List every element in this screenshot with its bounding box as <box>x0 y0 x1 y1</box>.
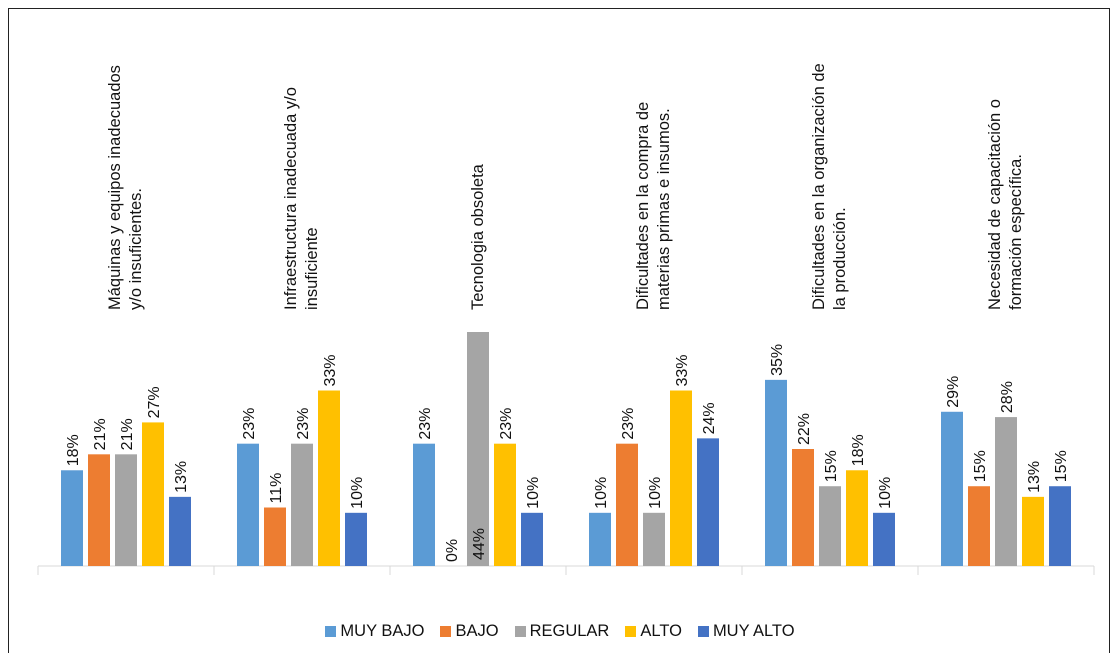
value-label: 18% <box>850 434 867 466</box>
category-label: Dificultades en la organización de la pr… <box>810 63 849 310</box>
value-label: 10% <box>593 477 610 509</box>
value-label: 24% <box>701 402 718 434</box>
value-label: 29% <box>945 376 962 408</box>
value-label: 15% <box>972 450 989 482</box>
bar <box>846 470 868 566</box>
bar <box>237 443 259 566</box>
bar <box>521 512 543 566</box>
bar <box>616 443 638 566</box>
value-label: 23% <box>295 408 312 440</box>
bar <box>589 512 611 566</box>
bar <box>765 379 787 566</box>
bar <box>494 443 516 566</box>
category-label: Infraestructura inadecuada y/o insuficie… <box>282 87 321 310</box>
legend-swatch <box>440 626 452 637</box>
legend-label: MUY BAJO <box>340 622 425 640</box>
legend-item: REGULAR <box>514 622 610 641</box>
legend-item: MUY ALTO <box>697 622 795 641</box>
value-label: 23% <box>620 408 637 440</box>
value-label: 21% <box>92 418 109 450</box>
value-label: 22% <box>796 413 813 445</box>
value-label: 33% <box>674 354 691 386</box>
value-label: 23% <box>241 408 258 440</box>
legend-label: BAJO <box>455 622 499 640</box>
legend-label: MUY ALTO <box>712 622 795 640</box>
bar <box>467 332 489 566</box>
value-label: 23% <box>417 408 434 440</box>
value-label: 27% <box>146 386 163 418</box>
value-label: 33% <box>322 354 339 386</box>
value-label: 11% <box>268 473 285 504</box>
bar <box>670 390 692 566</box>
legend-swatch <box>625 626 637 637</box>
value-label: 15% <box>1053 450 1070 482</box>
value-label: 10% <box>525 477 542 509</box>
legend: MUY BAJO BAJO REGULAR ALTO MUY ALTO <box>0 622 1120 641</box>
legend-item: MUY BAJO <box>325 622 424 641</box>
bar <box>941 411 963 566</box>
legend-swatch <box>325 626 337 637</box>
bar <box>1049 486 1071 566</box>
category-label: Máquinas y equipos inadecuados y/o insuf… <box>106 65 145 310</box>
value-label: 10% <box>877 477 894 509</box>
bar <box>968 486 990 566</box>
value-label: 0% <box>444 539 461 562</box>
chart-frame <box>8 8 1110 653</box>
value-label: 10% <box>647 477 664 509</box>
bar <box>61 470 83 566</box>
bar <box>318 390 340 566</box>
value-label: 23% <box>498 408 515 440</box>
value-label: 15% <box>823 450 840 482</box>
value-label: 13% <box>173 461 190 493</box>
bar <box>142 422 164 566</box>
value-label: 21% <box>119 418 136 450</box>
bar <box>792 449 814 566</box>
bar <box>1022 496 1044 566</box>
legend-label: REGULAR <box>529 622 610 640</box>
bar <box>115 454 137 566</box>
bar <box>995 417 1017 566</box>
bar <box>873 512 895 566</box>
category-label: Tecnologia obsoleta <box>468 164 487 310</box>
legend-item: BAJO <box>440 622 499 641</box>
bar <box>643 512 665 566</box>
legend-item: ALTO <box>625 622 682 641</box>
value-label: 18% <box>65 434 82 466</box>
bar <box>169 496 191 566</box>
bar <box>345 512 367 566</box>
value-label: 44% <box>471 528 488 560</box>
value-label: 10% <box>349 477 366 509</box>
bar <box>264 507 286 566</box>
value-label: 35% <box>769 344 786 376</box>
legend-label: ALTO <box>640 622 682 640</box>
legend-swatch <box>514 626 526 637</box>
category-label: Dificultades en la compra de materias pr… <box>634 101 673 310</box>
value-label: 13% <box>1026 461 1043 493</box>
bar <box>291 443 313 566</box>
bar <box>819 486 841 566</box>
bar <box>88 454 110 566</box>
bar <box>697 438 719 566</box>
value-label: 28% <box>999 381 1016 413</box>
bar <box>413 443 435 566</box>
legend-swatch <box>697 626 709 637</box>
category-label: Necesidad de capacitación o formación es… <box>986 99 1025 310</box>
